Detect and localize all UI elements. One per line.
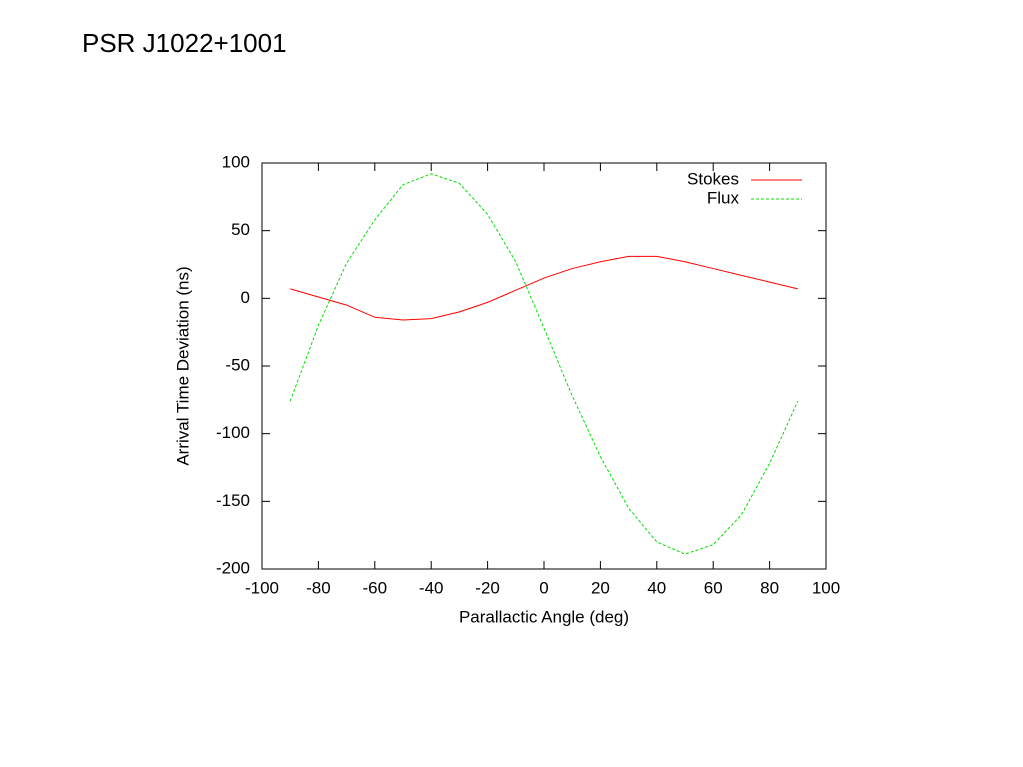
x-tick-label: 100	[812, 578, 840, 597]
x-tick-label: -20	[475, 578, 500, 597]
x-tick-label: 0	[539, 578, 548, 597]
x-tick-label: -40	[419, 578, 444, 597]
y-axis-label: Arrival Time Deviation (ns)	[173, 266, 192, 465]
legend-label: Stokes	[687, 169, 739, 188]
plot-frame	[261, 162, 827, 570]
y-tick-label: -50	[225, 355, 250, 374]
y-tick-label: -100	[216, 423, 250, 442]
series-line	[289, 173, 799, 555]
x-tick-label: -60	[363, 578, 388, 597]
y-tick-label: 50	[231, 220, 250, 239]
y-tick-label: -150	[216, 491, 250, 510]
y-tick-label: -200	[216, 558, 250, 577]
legend-label: Flux	[707, 188, 740, 207]
x-tick-label: -100	[245, 578, 279, 597]
chart-title: PSR J1022+1001	[82, 28, 287, 58]
x-tick-label: -80	[306, 578, 331, 597]
y-tick-label: 0	[241, 288, 250, 307]
x-tick-label: 80	[760, 578, 779, 597]
x-tick-label: 60	[704, 578, 723, 597]
x-tick-label: 40	[647, 578, 666, 597]
series-line	[290, 255, 798, 321]
x-axis-label: Parallactic Angle (deg)	[459, 607, 629, 626]
x-tick-label: 20	[591, 578, 610, 597]
y-tick-label: 100	[222, 152, 250, 171]
